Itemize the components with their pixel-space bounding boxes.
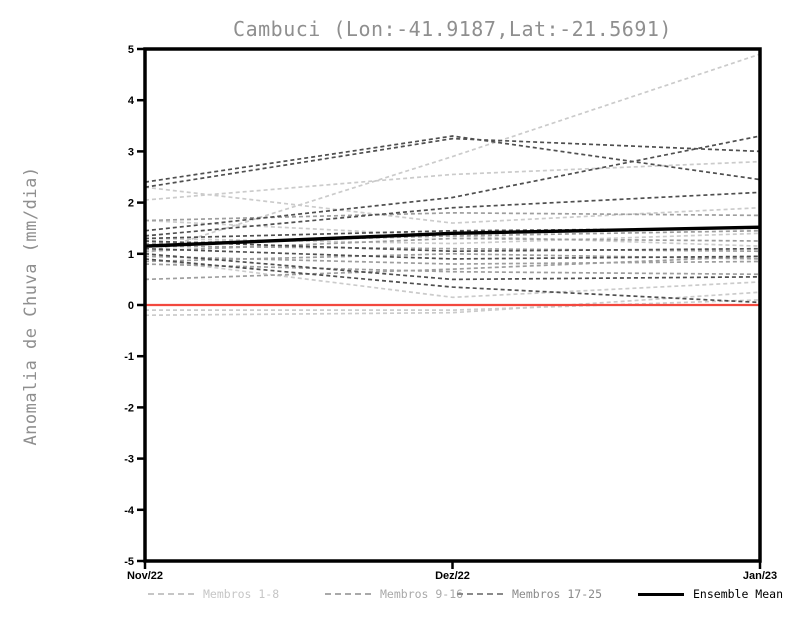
y-tick-label: 2 bbox=[128, 198, 134, 210]
member-line-group-1 bbox=[144, 160, 761, 201]
x-tick-label: Nov/22 bbox=[127, 570, 163, 582]
ensemble-mean-line bbox=[144, 225, 761, 248]
member-line-group-2 bbox=[144, 245, 761, 253]
member-line-group-2 bbox=[144, 263, 761, 276]
member-line-group-3 bbox=[144, 258, 761, 304]
member-line-group-3 bbox=[144, 135, 761, 232]
member-line-group-1 bbox=[144, 219, 761, 247]
member-line-group-1 bbox=[144, 291, 761, 317]
y-tick-label: -4 bbox=[124, 505, 135, 517]
member-line-group-1 bbox=[144, 53, 761, 255]
chart-title: Cambuci (Lon:-41.9187,Lat:-21.5691) bbox=[233, 17, 672, 41]
member-line-group-3 bbox=[144, 135, 761, 183]
member-line-group-2 bbox=[144, 229, 761, 245]
y-tick-label: 1 bbox=[128, 249, 134, 261]
y-tick-label: 5 bbox=[128, 44, 134, 56]
member-line-group-3 bbox=[144, 137, 761, 189]
y-tick-label: -5 bbox=[124, 556, 134, 568]
member-line-group-2 bbox=[144, 255, 761, 265]
y-tick-label: 3 bbox=[128, 146, 134, 158]
member-line-group-3 bbox=[144, 240, 761, 253]
member-line-group-1 bbox=[144, 186, 761, 224]
member-line-group-3 bbox=[144, 191, 761, 237]
member-line-group-1 bbox=[144, 258, 761, 299]
y-tick-label: 0 bbox=[128, 300, 134, 312]
member-line-group-3 bbox=[144, 247, 761, 260]
y-tick-label: -2 bbox=[124, 402, 134, 414]
member-line-group-3 bbox=[144, 252, 761, 281]
x-tick-label: Jan/23 bbox=[743, 570, 777, 582]
x-tick-label: Dez/22 bbox=[435, 570, 470, 582]
member-line-group-1 bbox=[144, 232, 761, 245]
member-line-group-1 bbox=[145, 299, 761, 311]
member-line-group-2 bbox=[144, 252, 761, 263]
y-tick-label: 4 bbox=[128, 95, 135, 107]
y-tick-label: -3 bbox=[124, 454, 134, 466]
member-line-group-2 bbox=[144, 211, 761, 222]
member-line-group-2 bbox=[144, 255, 761, 281]
y-tick-label: -1 bbox=[124, 351, 134, 363]
member-line-group-2 bbox=[144, 237, 761, 253]
